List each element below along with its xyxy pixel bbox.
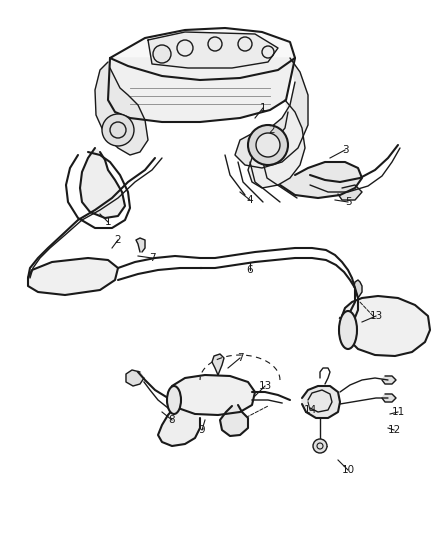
Circle shape	[153, 45, 171, 63]
Polygon shape	[136, 238, 145, 252]
Polygon shape	[148, 32, 278, 68]
Polygon shape	[110, 28, 295, 80]
Polygon shape	[338, 185, 362, 200]
Text: 11: 11	[392, 407, 405, 417]
Polygon shape	[158, 408, 200, 446]
Text: 7: 7	[237, 353, 244, 363]
Circle shape	[256, 133, 280, 157]
Text: 1: 1	[105, 217, 111, 227]
Text: 1: 1	[260, 103, 266, 113]
Text: 4: 4	[247, 195, 253, 205]
Circle shape	[102, 114, 134, 146]
Polygon shape	[95, 62, 148, 155]
Polygon shape	[212, 354, 224, 375]
Polygon shape	[248, 100, 305, 188]
Polygon shape	[342, 296, 430, 356]
Text: 10: 10	[342, 465, 355, 475]
Polygon shape	[168, 375, 255, 415]
Polygon shape	[354, 280, 362, 298]
Polygon shape	[126, 370, 144, 386]
Circle shape	[248, 125, 288, 165]
Text: 8: 8	[169, 415, 175, 425]
Polygon shape	[235, 58, 308, 168]
Text: 5: 5	[345, 197, 351, 207]
Text: 9: 9	[199, 425, 205, 435]
Polygon shape	[382, 376, 396, 384]
Polygon shape	[80, 148, 125, 218]
Text: 13: 13	[369, 311, 383, 321]
Polygon shape	[108, 58, 295, 122]
Polygon shape	[220, 405, 248, 436]
Text: 12: 12	[387, 425, 401, 435]
Polygon shape	[382, 394, 396, 402]
Polygon shape	[280, 162, 362, 198]
Circle shape	[313, 439, 327, 453]
Ellipse shape	[339, 311, 357, 349]
Text: 6: 6	[247, 265, 253, 275]
Polygon shape	[302, 386, 340, 418]
Text: 3: 3	[342, 145, 348, 155]
Text: 13: 13	[258, 381, 272, 391]
Ellipse shape	[167, 386, 181, 414]
Text: 7: 7	[148, 253, 155, 263]
Polygon shape	[28, 258, 118, 295]
Text: 2: 2	[115, 235, 121, 245]
Text: 14: 14	[304, 405, 317, 415]
Text: 2: 2	[268, 125, 276, 135]
